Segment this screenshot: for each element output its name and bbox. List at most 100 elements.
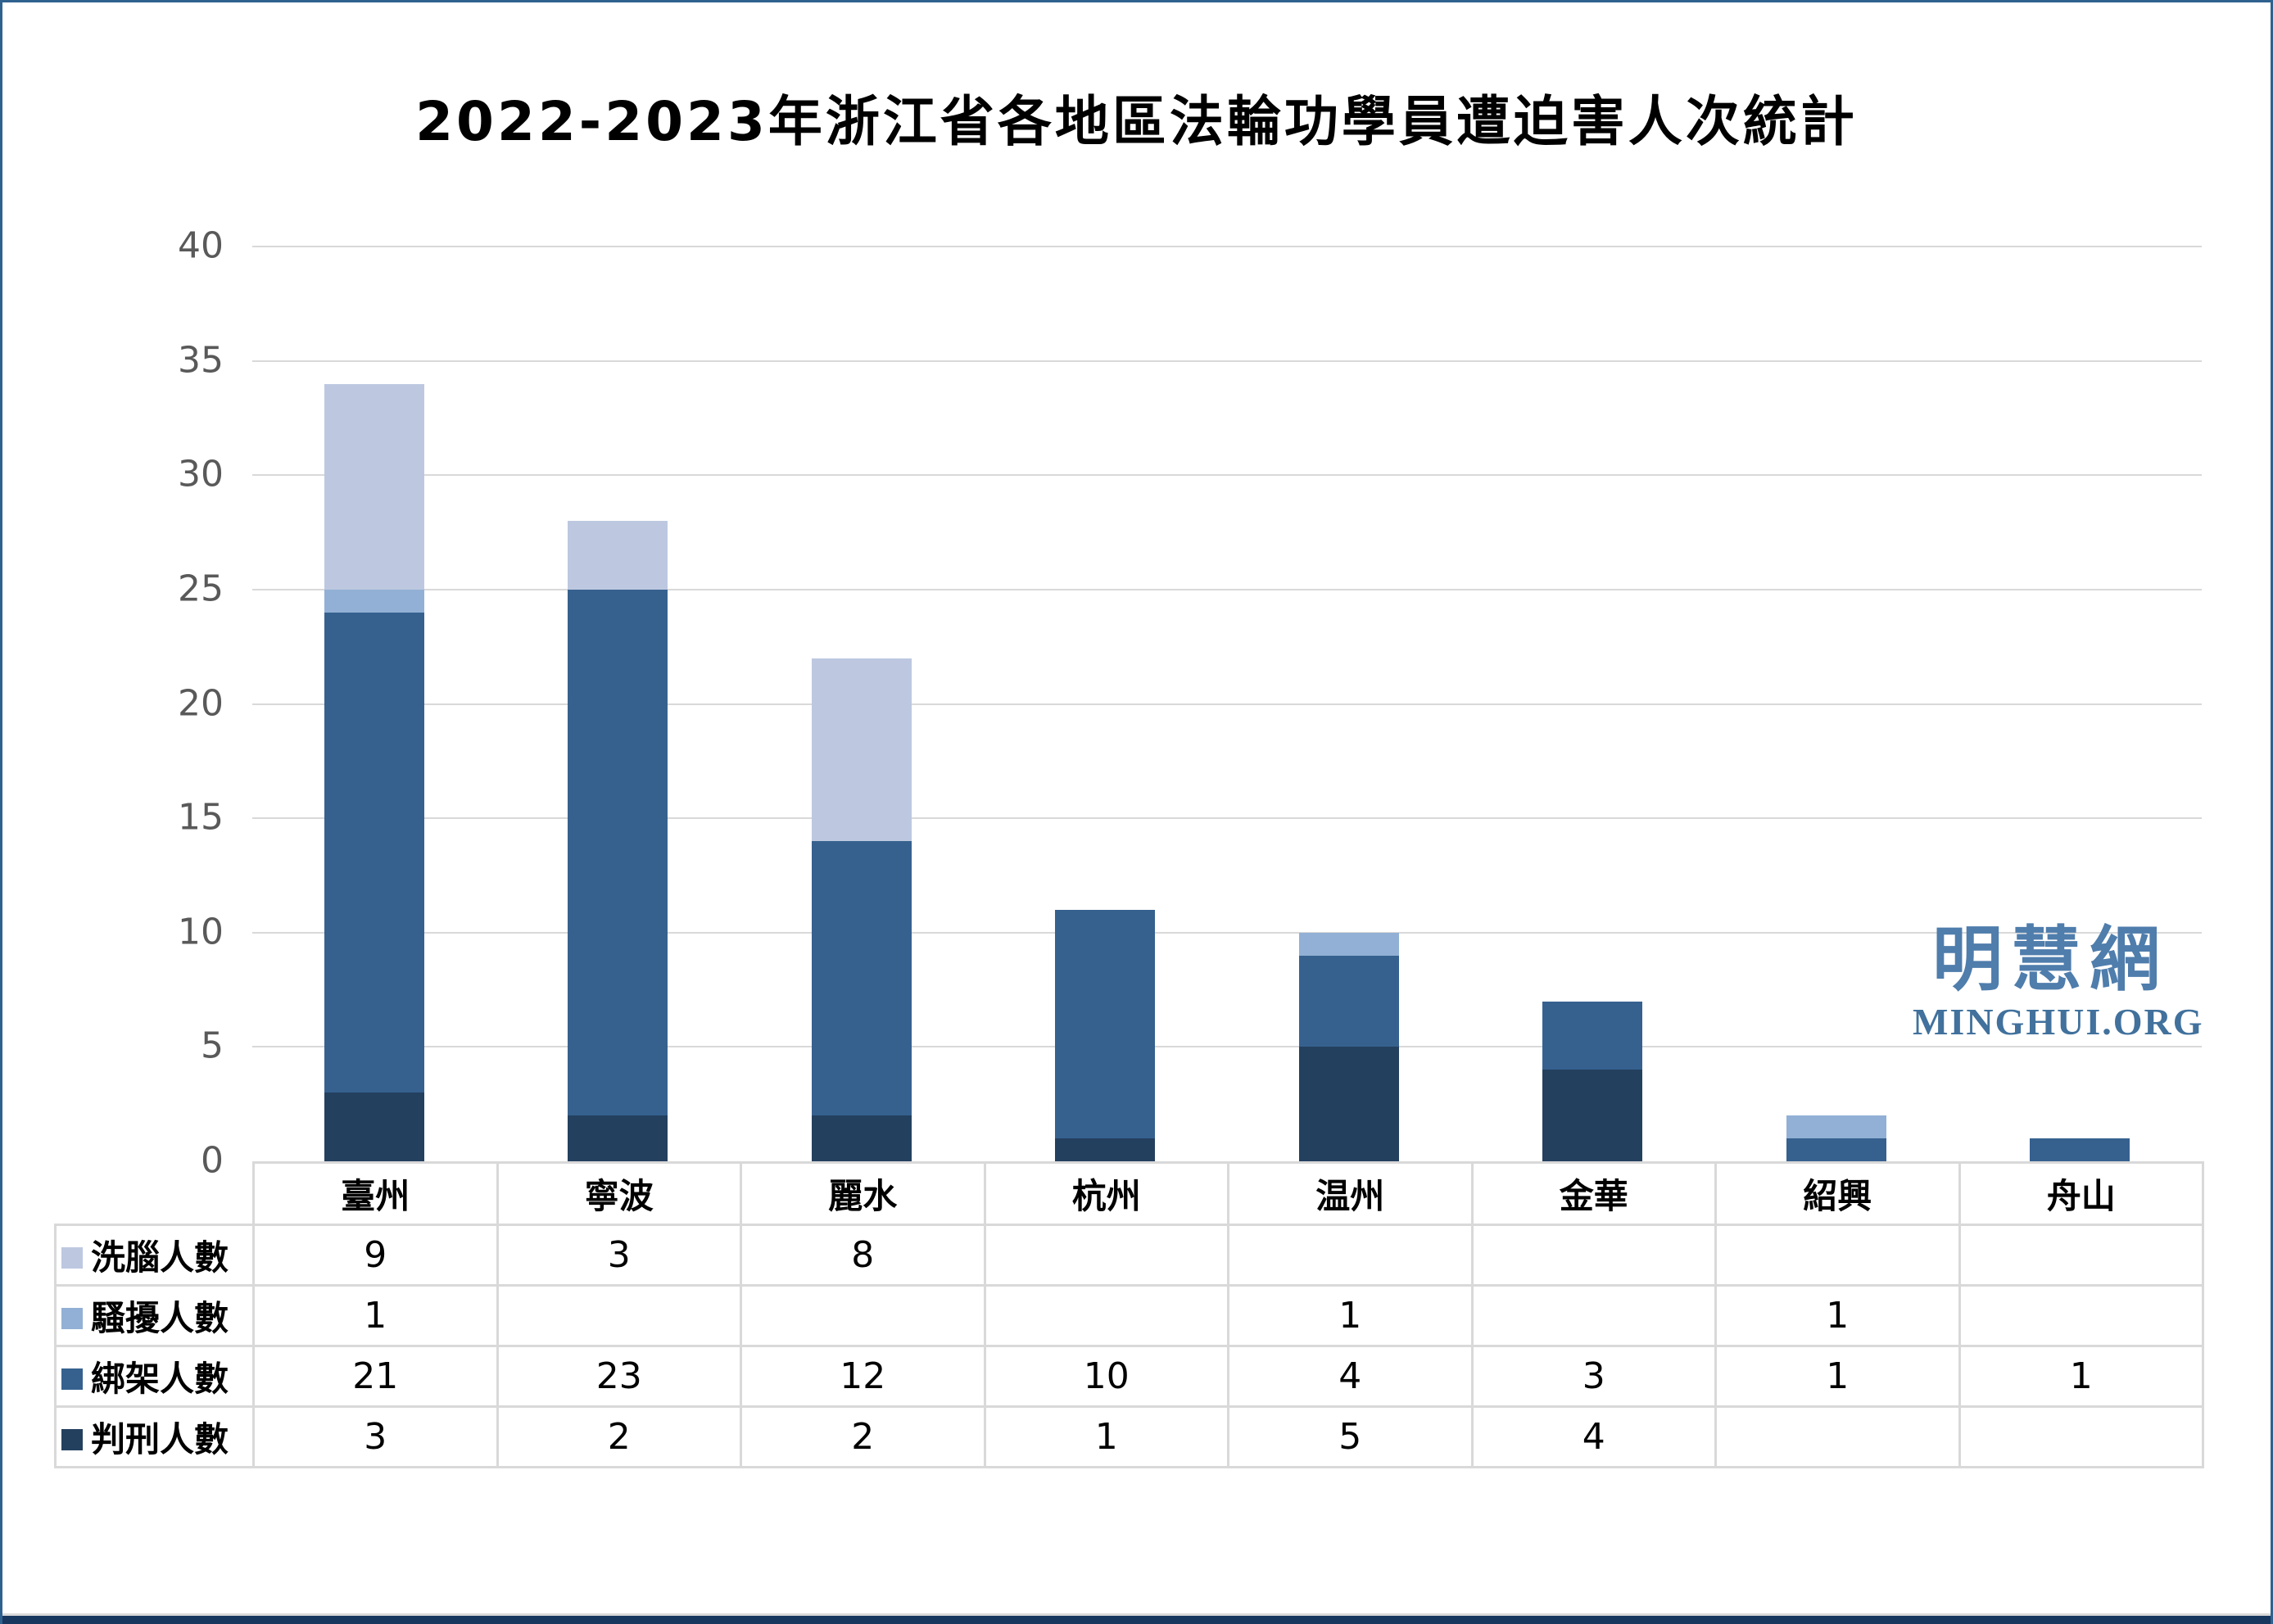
- table-cell-綁架人數-杭州: 10: [983, 1345, 1229, 1408]
- legend-swatch-icon: [61, 1307, 83, 1329]
- table-cell-判刑人數-金華: 4: [1470, 1405, 1717, 1468]
- table-row-騷擾人數: 騷擾人數 1 1 1: [54, 1284, 2204, 1347]
- table-row-判刑人數: 判刑人數 3 2 2 1 5 4: [54, 1405, 2204, 1468]
- table-cell-騷擾人數-舟山: [1958, 1284, 2204, 1347]
- table-cell-騷擾人數-臺州: 1: [252, 1284, 499, 1347]
- table-cell-騷擾人數-麗水: [740, 1284, 986, 1347]
- gridline-y-15: [252, 817, 2202, 820]
- category-header-cell-臺州: 臺州: [252, 1161, 499, 1226]
- table-cell-洗腦人數-麗水: 8: [740, 1224, 986, 1287]
- bar-segment-綁架人數-舟山: [2030, 1138, 2130, 1161]
- category-header-cell-紹興: 紹興: [1714, 1161, 1961, 1226]
- chart-title: 2022-2023年浙江省各地區法輪功學員遭迫害人次統計: [415, 90, 1858, 153]
- gridline-y-30: [252, 474, 2202, 477]
- table-cell-綁架人數-臺州: 21: [252, 1345, 499, 1408]
- table-cell-洗腦人數-杭州: [983, 1224, 1229, 1287]
- table-cell-洗腦人數-金華: [1470, 1224, 1717, 1287]
- minghui-logo-cjk-text: 明慧網: [1932, 919, 2168, 1001]
- table-cell-綁架人數-寧波: 23: [496, 1345, 742, 1408]
- table-row-洗腦人數: 洗腦人數 9 3 8: [54, 1224, 2204, 1287]
- bar-segment-綁架人數-温州: [1298, 955, 1399, 1047]
- table-cell-判刑人數-温州: 5: [1227, 1405, 1474, 1468]
- bar-segment-判刑人數-麗水: [811, 1115, 912, 1161]
- bar-segment-洗腦人數-臺州: [324, 383, 424, 590]
- legend-series-label: 洗腦人數: [91, 1237, 229, 1278]
- bar-segment-洗腦人數-麗水: [811, 658, 912, 842]
- table-corner-cell: [56, 1163, 254, 1225]
- legend-swatch-icon: [61, 1428, 83, 1450]
- category-header-cell-金華: 金華: [1470, 1161, 1717, 1226]
- table-cell-判刑人數-紹興: [1714, 1405, 1961, 1468]
- gridline-y-40: [252, 246, 2202, 247]
- legend-label-cell-洗腦人數: 洗腦人數: [54, 1224, 255, 1287]
- table-cell-騷擾人數-温州: 1: [1227, 1284, 1474, 1347]
- table-cell-判刑人數-舟山: [1958, 1405, 2204, 1468]
- bar-segment-騷擾人數-温州: [1298, 932, 1399, 956]
- table-cell-洗腦人數-舟山: [1958, 1224, 2204, 1287]
- table-cell-騷擾人數-寧波: [496, 1284, 742, 1347]
- table-cell-洗腦人數-紹興: [1714, 1224, 1961, 1287]
- legend-series-label: 綁架人數: [91, 1359, 229, 1399]
- bar-segment-判刑人數-杭州: [1055, 1138, 1156, 1161]
- table-cell-洗腦人數-臺州: 9: [252, 1224, 499, 1287]
- table-cell-洗腦人數-寧波: 3: [496, 1224, 742, 1287]
- table-cell-綁架人數-紹興: 1: [1714, 1345, 1961, 1408]
- bar-segment-判刑人數-金華: [1542, 1070, 1643, 1161]
- bar-segment-綁架人數-麗水: [811, 841, 912, 1116]
- table-cell-綁架人數-温州: 4: [1227, 1345, 1474, 1408]
- bar-segment-綁架人數-杭州: [1055, 909, 1156, 1139]
- y-axis-tick-label-20: 20: [178, 681, 224, 724]
- bar-segment-綁架人數-紹興: [1786, 1138, 1886, 1161]
- category-header-cell-寧波: 寧波: [496, 1161, 742, 1226]
- table-cell-洗腦人數-温州: [1227, 1224, 1474, 1287]
- table-cell-判刑人數-麗水: 2: [740, 1405, 986, 1468]
- table-row-綁架人數: 綁架人數 21 23 12 10 4 3 1 1: [54, 1345, 2204, 1408]
- bar-segment-判刑人數-寧波: [568, 1115, 668, 1161]
- gridline-y-20: [252, 703, 2202, 705]
- bottom-border-strip: [2, 1613, 2271, 1624]
- legend-swatch-icon: [61, 1368, 83, 1390]
- bar-segment-判刑人數-臺州: [324, 1092, 424, 1161]
- gridline-y-10: [252, 931, 2202, 934]
- gridline-y-5: [252, 1046, 2202, 1048]
- legend-label-cell-騷擾人數: 騷擾人數: [54, 1284, 255, 1347]
- table-cell-綁架人數-麗水: 12: [740, 1345, 986, 1408]
- table-cell-綁架人數-金華: 3: [1470, 1345, 1717, 1408]
- table-cell-綁架人數-舟山: 1: [1958, 1345, 2204, 1408]
- legend-label-cell-綁架人數: 綁架人數: [54, 1345, 255, 1408]
- y-axis-tick-label-25: 25: [178, 568, 224, 610]
- minghui-logo-url-text: MINGHUI.ORG: [1913, 1001, 2204, 1043]
- table-cell-騷擾人數-杭州: [983, 1284, 1229, 1347]
- y-axis-tick-label-40: 40: [178, 224, 224, 267]
- data-table: 臺州 寧波 麗水 杭州 温州 金華 紹興 舟山 洗腦人數 9 3 8 騷擾人數 1 1 1 綁架人數 21 23 12…: [54, 1161, 2204, 1468]
- bar-segment-綁架人數-臺州: [324, 612, 424, 1093]
- category-header-cell-麗水: 麗水: [740, 1161, 986, 1226]
- table-cell-騷擾人數-紹興: 1: [1714, 1284, 1961, 1347]
- table-cell-判刑人數-寧波: 2: [496, 1405, 742, 1468]
- y-axis-tick-label-5: 5: [201, 1025, 224, 1067]
- gridline-y-25: [252, 588, 2202, 590]
- bar-segment-騷擾人數-臺州: [324, 589, 424, 613]
- legend-series-label: 騷擾人數: [91, 1298, 229, 1338]
- gridline-y-35: [252, 360, 2202, 362]
- bar-segment-判刑人數-温州: [1298, 1047, 1399, 1161]
- legend-series-label: 判刑人數: [91, 1419, 229, 1459]
- bar-segment-綁架人數-寧波: [568, 589, 668, 1116]
- y-axis-tick-label-0: 0: [201, 1139, 224, 1182]
- category-header-cell-杭州: 杭州: [983, 1161, 1229, 1226]
- bar-segment-騷擾人數-紹興: [1786, 1115, 1886, 1139]
- category-header-cell-舟山: 舟山: [1958, 1161, 2204, 1226]
- table-cell-判刑人數-杭州: 1: [983, 1405, 1229, 1468]
- legend-swatch-icon: [61, 1246, 83, 1269]
- y-axis-tick-label-10: 10: [178, 911, 224, 953]
- legend-label-cell-判刑人數: 判刑人數: [54, 1405, 255, 1468]
- table-cell-判刑人數-臺州: 3: [252, 1405, 499, 1468]
- y-axis-tick-label-35: 35: [178, 339, 224, 382]
- table-header-row: 臺州 寧波 麗水 杭州 温州 金華 紹興 舟山: [56, 1161, 2204, 1226]
- y-axis-tick-label-30: 30: [178, 453, 224, 495]
- y-axis-tick-label-15: 15: [178, 796, 224, 839]
- table-cell-騷擾人數-金華: [1470, 1284, 1717, 1347]
- category-header-cell-温州: 温州: [1227, 1161, 1474, 1226]
- minghui-logo: 明慧網 MINGHUI.ORG: [1913, 919, 2204, 1043]
